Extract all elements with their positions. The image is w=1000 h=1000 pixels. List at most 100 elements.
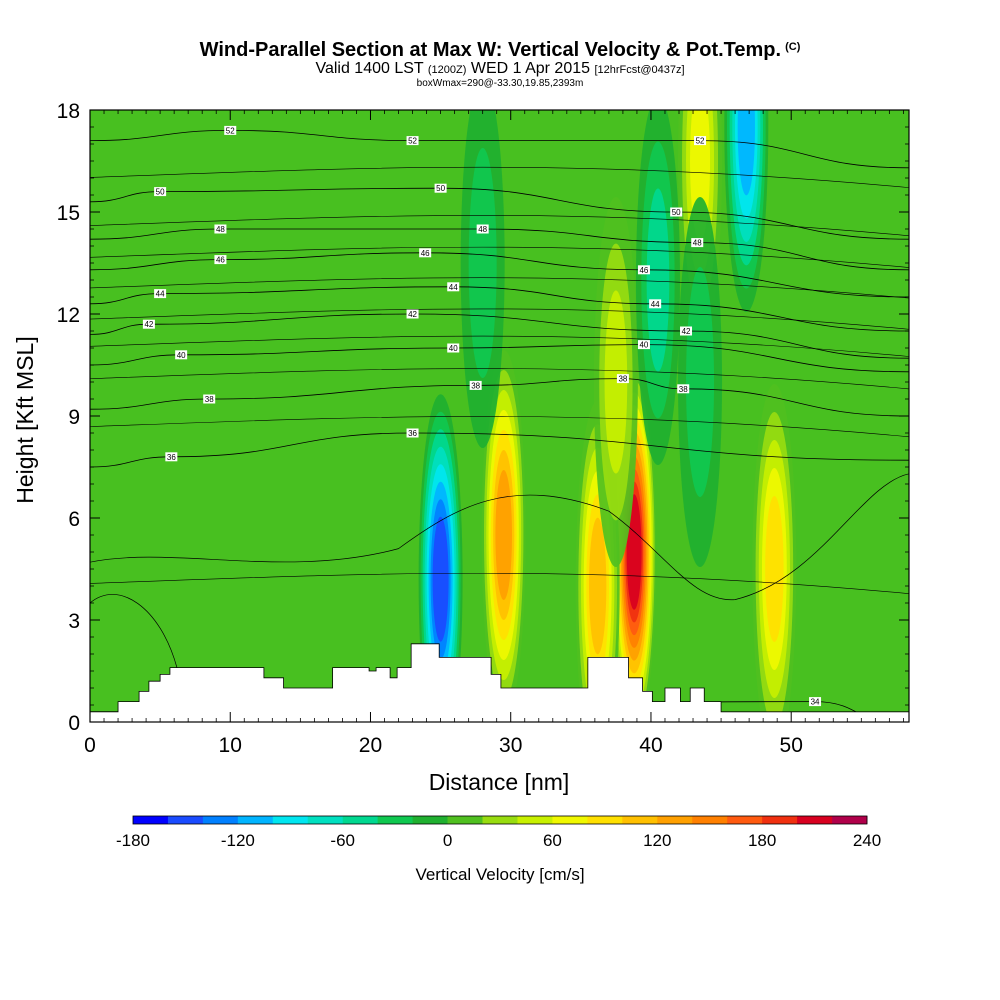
x-tick-label-40: 40 bbox=[639, 734, 662, 757]
isentrope-label-8: 40 bbox=[447, 343, 460, 353]
isentrope-label-text-25: 52 bbox=[226, 126, 235, 135]
isentrope-label-text-4: 38 bbox=[471, 381, 480, 390]
colorbar-tick-label-1: -120 bbox=[221, 831, 255, 850]
isentrope-label-23: 50 bbox=[434, 183, 447, 193]
isentrope-label-text-1: 36 bbox=[167, 453, 176, 462]
terrain-mask bbox=[89, 643, 910, 723]
isentrope-label-13: 44 bbox=[154, 289, 167, 299]
isentrope-label-bg-7 bbox=[175, 350, 188, 360]
isentrope-label-6: 38 bbox=[677, 384, 690, 394]
isentrope-label-10: 42 bbox=[142, 319, 155, 329]
isentrope-label-25: 52 bbox=[224, 125, 237, 135]
colorbar-swatch-10 bbox=[482, 816, 518, 824]
isentrope-label-21: 48 bbox=[691, 238, 704, 248]
isentrope-label-bg-16 bbox=[214, 255, 227, 265]
isentrope-label-2: 36 bbox=[406, 428, 419, 438]
isentrope-label-text-20: 48 bbox=[478, 225, 487, 234]
x-tick-label-50: 50 bbox=[780, 734, 803, 757]
colorbar-swatch-9 bbox=[447, 816, 483, 824]
y-tick-label-3: 3 bbox=[68, 610, 80, 633]
y-axis-label: Height [Kft MSL] bbox=[12, 336, 38, 503]
isentrope-label-text-15: 44 bbox=[651, 300, 660, 309]
isentrope-label-text-13: 44 bbox=[156, 290, 165, 299]
isentrope-label-3: 38 bbox=[203, 394, 216, 404]
isentrope-boundary-layer bbox=[90, 473, 909, 600]
field-core-7-level-5 bbox=[737, 110, 755, 196]
isentrope-label-22: 50 bbox=[154, 187, 167, 197]
colorbar-swatch-0 bbox=[133, 816, 169, 824]
isentrope-label-text-0: 34 bbox=[811, 698, 820, 707]
isentrope-label-text-5: 38 bbox=[618, 375, 627, 384]
colorbar-swatch-4 bbox=[272, 816, 309, 824]
isentrope-label-1: 36 bbox=[165, 452, 178, 462]
isentrope-label-bg-0 bbox=[809, 697, 822, 707]
colorbar-swatch-5 bbox=[307, 816, 344, 824]
isentrope-36 bbox=[90, 432, 909, 468]
x-tick-label-20: 20 bbox=[359, 734, 382, 757]
isentrope-label-bg-25 bbox=[224, 125, 237, 135]
isentrope-label-bg-12 bbox=[680, 326, 693, 336]
isentrope-label-4: 38 bbox=[469, 380, 482, 390]
isentrope-label-bg-22 bbox=[154, 187, 167, 197]
colorbar-title: Vertical Velocity [cm/s] bbox=[415, 865, 584, 884]
isentrope-46 bbox=[90, 252, 909, 298]
isentrope-label-text-18: 46 bbox=[639, 266, 648, 275]
isentrope-label-bg-11 bbox=[406, 309, 419, 319]
colorbar-swatch-13 bbox=[587, 816, 623, 824]
colorbar-swatch-16 bbox=[692, 816, 728, 824]
x-tick-label-10: 10 bbox=[219, 734, 242, 757]
colorbar-tick-label-5: 120 bbox=[643, 831, 671, 850]
colorbar-tick-label-7: 240 bbox=[853, 831, 881, 850]
isentrope-label-0: 34 bbox=[809, 697, 822, 707]
isentrope-label-20: 48 bbox=[476, 224, 489, 234]
isentrope-label-text-11: 42 bbox=[408, 310, 417, 319]
isentrope-label-text-24: 50 bbox=[672, 208, 681, 217]
colorbar-swatch-12 bbox=[552, 816, 588, 824]
valid-date: WED 1 Apr 2015 bbox=[470, 60, 591, 77]
field-core-6-level-7 bbox=[432, 516, 449, 642]
colorbar-frame bbox=[132, 815, 868, 825]
colorbar-swatch-7 bbox=[377, 816, 414, 824]
y-tick-label-12: 12 bbox=[57, 304, 80, 327]
y-tick-label-15: 15 bbox=[57, 202, 80, 225]
isentrope-label-bg-9 bbox=[637, 340, 650, 350]
isentrope-label-16: 46 bbox=[214, 255, 227, 265]
isentrope-intermediate-1 bbox=[90, 416, 909, 438]
colorbar-swatch-1 bbox=[167, 816, 204, 824]
title-unit: (C) bbox=[785, 41, 801, 53]
isentrope-surface bbox=[90, 594, 178, 668]
colorbar-tick-label-3: 0 bbox=[443, 831, 452, 850]
isentrope-label-bg-23 bbox=[434, 183, 447, 193]
isentrope-label-bg-15 bbox=[649, 299, 662, 309]
isentrope-label-bg-1 bbox=[165, 452, 178, 462]
isentrope-label-bg-2 bbox=[406, 428, 419, 438]
colorbar-swatch-11 bbox=[517, 816, 553, 824]
isentrope-intermediate-4 bbox=[90, 308, 909, 330]
isentrope-label-text-3: 38 bbox=[205, 395, 214, 404]
isentrope-intermediate-3 bbox=[90, 335, 909, 357]
y-tick-label-0: 0 bbox=[68, 712, 80, 735]
isentrope-label-text-10: 42 bbox=[144, 320, 153, 329]
isentrope-intermediate-7 bbox=[90, 215, 909, 237]
isentrope-intermediate-2 bbox=[90, 368, 909, 390]
field-core-2-level-5 bbox=[589, 517, 607, 655]
field-core-8-level-1 bbox=[468, 148, 497, 378]
chart-subtitle: Valid 1400 LST (1200Z) WED 1 Apr 2015 [1… bbox=[0, 61, 1000, 78]
isentrope-label-bg-26 bbox=[406, 136, 419, 146]
isentrope-intermediate-0 bbox=[90, 572, 909, 594]
colorbar-swatch-18 bbox=[762, 816, 798, 824]
y-tick-label-9: 9 bbox=[68, 406, 80, 429]
chart-title: Wind-Parallel Section at Max W: Vertical… bbox=[0, 36, 1000, 61]
isentrope-labels: 34 36 36 38 38 38 38 40 40 40 42 42 42 44 44 44 46 46 46 48… bbox=[142, 125, 822, 707]
isentrope-label-text-12: 42 bbox=[682, 327, 691, 336]
x-tick-label-0: 0 bbox=[84, 734, 96, 757]
isentrope-label-15: 44 bbox=[649, 299, 662, 309]
colorbar: -180 -120 -60 0 60 120 180 240 bbox=[116, 815, 881, 850]
isentrope-label-bg-18 bbox=[637, 265, 650, 275]
colorbar-tick-label-4: 60 bbox=[543, 831, 562, 850]
isentrope-label-text-23: 50 bbox=[436, 184, 445, 193]
isentrope-label-19: 48 bbox=[214, 224, 227, 234]
isentrope-label-9: 40 bbox=[637, 340, 650, 350]
colorbar-swatch-17 bbox=[727, 816, 763, 824]
